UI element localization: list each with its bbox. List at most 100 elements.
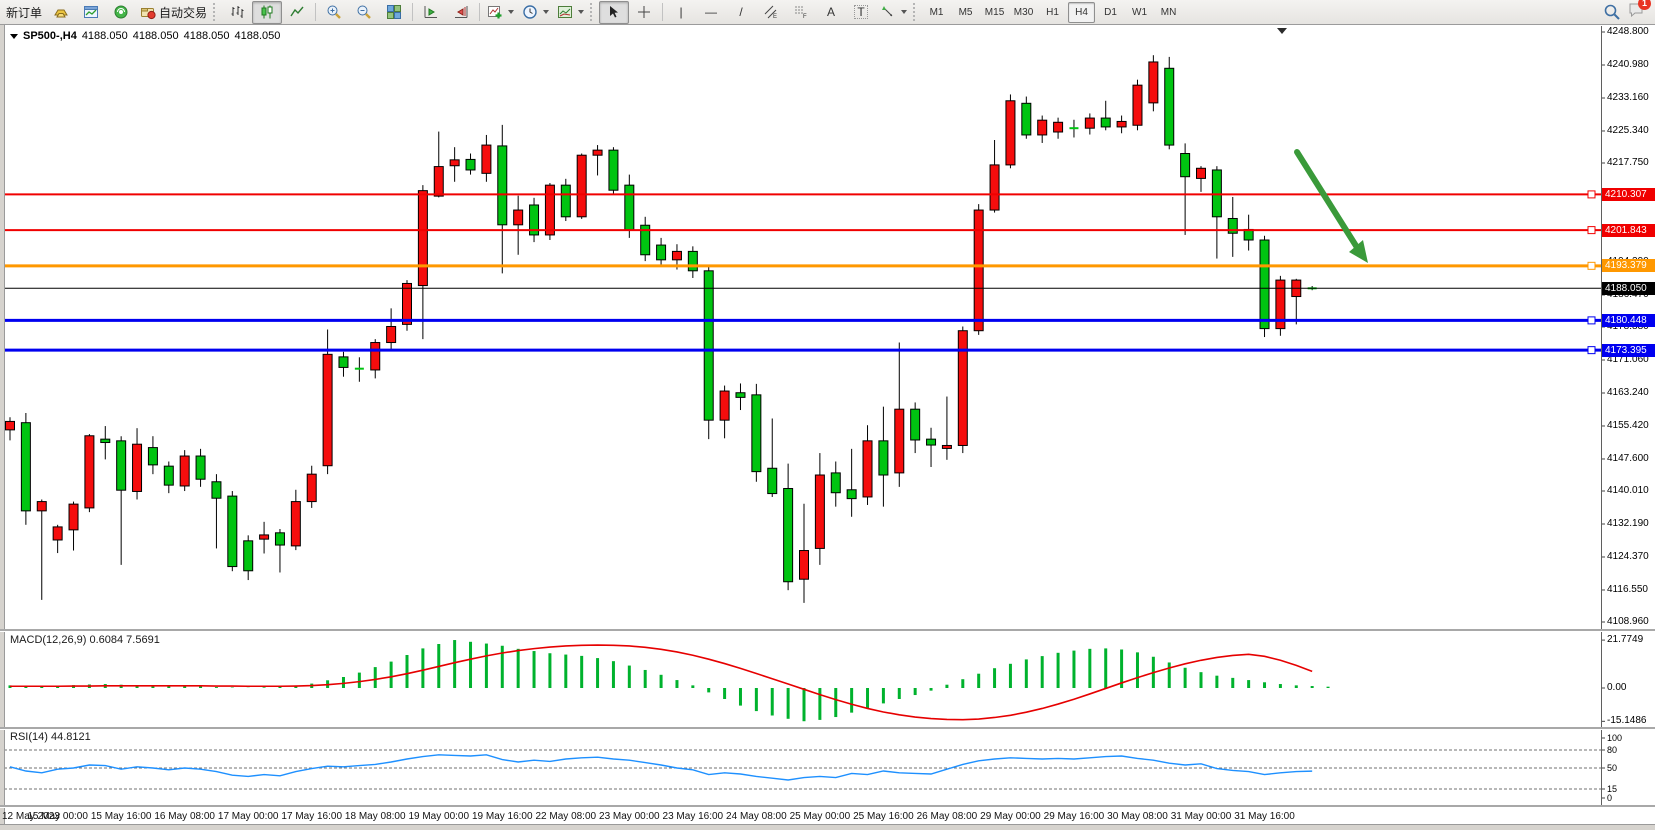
price-axis-tick: 4140.010 xyxy=(1607,484,1649,496)
time-axis-label: 24 May 08:00 xyxy=(726,811,787,822)
time-axis-label: 31 May 16:00 xyxy=(1234,811,1295,822)
templates-button[interactable] xyxy=(553,1,588,24)
bar-chart-mode-button[interactable] xyxy=(222,1,252,24)
periods-button[interactable] xyxy=(518,1,553,24)
trendline-tool-button[interactable]: / xyxy=(726,1,756,24)
vertical-line-tool-button[interactable]: | xyxy=(666,1,696,24)
notifications-button[interactable]: 1 xyxy=(1627,0,1651,24)
timeframe-button-m15[interactable]: M15 xyxy=(984,6,1005,18)
macd-panel-splitter[interactable] xyxy=(0,629,1655,632)
time-axis-label: 29 May 16:00 xyxy=(1043,811,1105,822)
fibonacci-icon: F xyxy=(795,6,807,20)
chevron-down-icon xyxy=(543,10,550,14)
signal-icon xyxy=(114,5,128,19)
time-axis-label: 26 May 08:00 xyxy=(916,811,978,822)
auto-scroll-button[interactable] xyxy=(416,1,446,24)
new-order-label: 新订单 xyxy=(6,5,43,20)
rsi-axis-tick: 0 xyxy=(1607,793,1613,803)
price-level-badge: 4210.307 xyxy=(1602,187,1655,201)
price-axis-tick: 4163.240 xyxy=(1607,386,1649,398)
time-axis-label: 25 May 16:00 xyxy=(853,811,914,822)
indicators-button[interactable] xyxy=(483,1,518,24)
time-axis-label: 23 May 16:00 xyxy=(662,811,724,822)
low-value: 4188.050 xyxy=(183,30,230,42)
zoom-in-icon xyxy=(327,5,341,19)
fibonacci-tool-button[interactable]: F xyxy=(786,1,816,24)
time-axis-label: 22 May 08:00 xyxy=(535,811,597,822)
rsi-panel-splitter[interactable] xyxy=(0,727,1655,730)
text-icon: A xyxy=(827,5,836,19)
channel-tool-button[interactable]: E xyxy=(756,1,786,24)
toolbar-drag-handle[interactable] xyxy=(913,3,918,21)
crosshair-tool-button[interactable] xyxy=(629,1,659,24)
timeframe-button-h1[interactable]: H1 xyxy=(1046,6,1059,18)
price-axis-tick: 4225.340 xyxy=(1607,124,1649,136)
chart-window-icon xyxy=(84,6,99,18)
label-tool-button[interactable]: T xyxy=(846,1,876,24)
chart-shift-button[interactable] xyxy=(446,1,476,24)
timeframe-button-d1[interactable]: D1 xyxy=(1104,6,1117,18)
time-axis-label: 19 May 00:00 xyxy=(408,811,470,822)
candlestick-mode-button[interactable] xyxy=(252,0,283,24)
price-axis-tick: 4171.060 xyxy=(1607,353,1649,365)
rsi-axis-tick: 15 xyxy=(1607,784,1618,794)
timeframe-button-m1[interactable]: M1 xyxy=(929,6,944,18)
svg-text:F: F xyxy=(803,14,807,20)
macd-axis-tick: -15.1486 xyxy=(1607,715,1647,727)
chart-shift-icon xyxy=(455,6,468,18)
chevron-down-icon xyxy=(508,10,515,14)
cursor-tool-button[interactable] xyxy=(599,0,630,24)
notification-count-badge: 1 xyxy=(1638,0,1651,10)
line-chart-mode-button[interactable] xyxy=(282,1,312,24)
time-axis-label: 23 May 00:00 xyxy=(599,811,660,822)
tile-windows-icon xyxy=(387,5,402,19)
time-axis-label: 25 May 00:00 xyxy=(789,811,851,822)
collapse-triangle-icon[interactable] xyxy=(10,33,18,39)
timeframe-button-w1[interactable]: W1 xyxy=(1132,6,1148,18)
time-axis-label: 31 May 00:00 xyxy=(1170,811,1232,822)
price-axis-tick: 4240.980 xyxy=(1607,58,1649,70)
macd-axis-tick: 0.00 xyxy=(1607,682,1627,693)
horizontal-line-tool-button[interactable]: — xyxy=(696,1,726,24)
time-axis-label: 15 May 16:00 xyxy=(90,811,152,822)
timeframe-button-m30[interactable]: M30 xyxy=(1013,6,1034,18)
rsi-axis-tick: 80 xyxy=(1607,745,1618,755)
time-axis-splitter xyxy=(0,805,1655,808)
close-value: 4188.050 xyxy=(234,30,281,42)
rsi-indicator-title: RSI(14) 44.8121 xyxy=(10,731,91,743)
time-axis-label: 15 May 00:00 xyxy=(27,811,88,822)
price-axis-tick: 4217.750 xyxy=(1607,157,1649,168)
template-icon xyxy=(558,6,573,18)
signals-button[interactable] xyxy=(106,1,136,24)
price-level-badge: 4173.395 xyxy=(1602,343,1655,357)
candlestick-icon xyxy=(261,5,273,19)
tile-windows-button[interactable] xyxy=(379,1,409,24)
cursor-icon xyxy=(610,6,619,18)
timeframe-toolbar: M1 M5 M15 M30 H1 H4 D1 W1 MN xyxy=(922,1,1183,23)
timeframe-button-h4[interactable]: H4 xyxy=(1068,1,1096,23)
trendline-icon: / xyxy=(739,5,743,19)
price-axis-tick: 4155.420 xyxy=(1607,419,1649,431)
zoom-out-button[interactable] xyxy=(349,1,379,24)
autotrading-button[interactable]: 自动交易 xyxy=(136,1,211,24)
text-tool-button[interactable]: A xyxy=(816,1,846,24)
toolbar-drag-handle[interactable] xyxy=(213,3,218,21)
chart-shift-marker[interactable] xyxy=(1277,28,1287,34)
chevron-down-icon xyxy=(901,10,908,14)
arrows-tool-button[interactable] xyxy=(876,1,911,24)
add-indicator-icon xyxy=(488,6,502,19)
new-order-button[interactable]: 新订单 xyxy=(2,1,46,24)
open-chart-button[interactable] xyxy=(76,1,106,24)
time-axis-label: 17 May 16:00 xyxy=(281,811,343,822)
chart-ohlc-header: SP500-,H4 4188.050 4188.050 4188.050 418… xyxy=(10,30,280,42)
deposit-button[interactable] xyxy=(46,1,76,24)
toolbar-drag-handle[interactable] xyxy=(590,3,595,21)
timeframe-button-mn[interactable]: MN xyxy=(1160,6,1177,18)
macd-values: 0.6084 7.5691 xyxy=(89,634,160,646)
timeframe-button-m5[interactable]: M5 xyxy=(958,6,973,18)
rsi-axis-tick: 100 xyxy=(1607,733,1623,743)
search-icon[interactable] xyxy=(1603,3,1621,21)
main-toolbar: 新订单 xyxy=(0,0,1655,25)
zoom-in-button[interactable] xyxy=(319,1,349,24)
